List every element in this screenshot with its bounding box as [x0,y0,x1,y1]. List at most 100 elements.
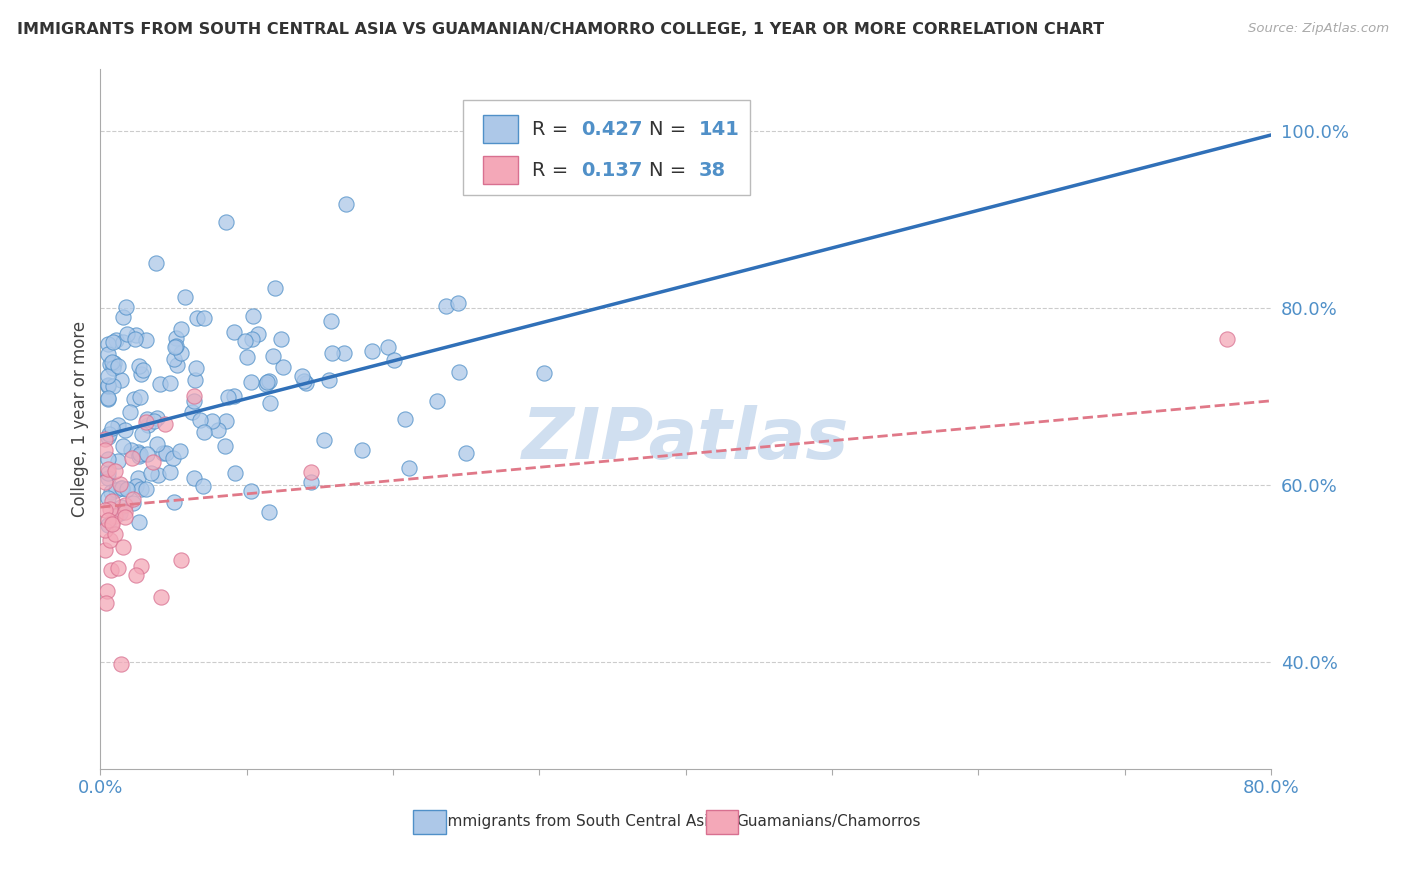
Text: N =: N = [650,120,693,139]
Point [186,361,208,376]
Point [152,446,174,460]
Point [224,326,246,340]
Point [136,412,159,426]
Point [118,404,141,418]
Text: Guamanians/Chamorros: Guamanians/Chamorros [737,814,921,829]
Point [97,392,120,406]
Point [350,442,373,457]
Point [120,442,142,457]
Point [115,326,138,341]
Point [162,450,184,465]
Text: Immigrants from South Central Asia: Immigrants from South Central Asia [443,814,718,829]
Point [114,424,136,438]
Point [97,378,120,392]
Point [100,485,122,500]
Point [183,471,205,485]
Point [169,444,191,458]
Point [115,482,138,496]
Point [240,375,263,389]
Point [97,466,120,480]
Point [94,442,117,457]
Point [170,322,193,336]
Point [246,327,269,342]
Point [318,373,340,387]
Point [270,332,292,346]
Point [97,347,120,361]
Point [128,447,150,461]
Point [129,559,152,574]
Point [98,357,121,371]
Point [257,505,280,519]
Point [107,453,129,467]
Point [215,215,238,229]
Point [299,475,322,489]
Point [101,361,124,376]
Point [101,515,124,529]
Point [183,373,205,387]
Text: N =: N = [650,161,693,179]
Point [107,561,129,575]
Point [129,390,152,404]
Point [104,464,127,478]
Point [165,339,187,353]
Text: 0.137: 0.137 [582,161,643,179]
Point [149,376,172,391]
Point [148,467,170,482]
Point [124,332,146,346]
Point [97,378,120,392]
Point [145,256,167,270]
Point [449,365,471,379]
Point [299,465,322,479]
Point [125,478,148,492]
Point [104,508,127,523]
Point [135,447,157,461]
Point [165,340,187,354]
Point [159,465,181,479]
Point [135,416,157,430]
Point [142,455,165,469]
Point [159,376,181,391]
Point [186,310,208,325]
Point [97,369,120,384]
Point [447,296,470,310]
Point [101,516,124,531]
Point [146,411,169,425]
Point [115,300,138,314]
Point [236,350,259,364]
Point [101,494,124,508]
Point [163,352,186,367]
Text: R =: R = [533,161,575,179]
Point [273,359,295,374]
Point [97,518,120,533]
Point [110,476,132,491]
Point [181,405,204,419]
Point [110,482,132,496]
Point [155,446,177,460]
Text: 0.427: 0.427 [582,120,643,139]
Point [128,515,150,529]
Point [104,333,127,347]
Point [97,491,120,505]
Point [128,450,150,464]
Point [97,391,120,405]
Point [254,376,277,391]
Point [98,502,121,516]
Point [93,523,115,537]
Point [165,331,187,345]
Point [93,432,115,446]
Point [214,439,236,453]
Point [93,543,115,558]
Point [224,466,246,480]
Point [121,450,143,465]
Point [533,366,555,380]
Point [127,445,149,459]
Point [114,498,136,512]
Point [121,496,143,510]
Point [110,373,132,387]
Point [114,510,136,524]
Point [146,437,169,451]
Y-axis label: College, 1 year or more: College, 1 year or more [72,320,89,516]
Point [256,376,278,390]
Point [127,471,149,485]
Point [333,346,356,360]
